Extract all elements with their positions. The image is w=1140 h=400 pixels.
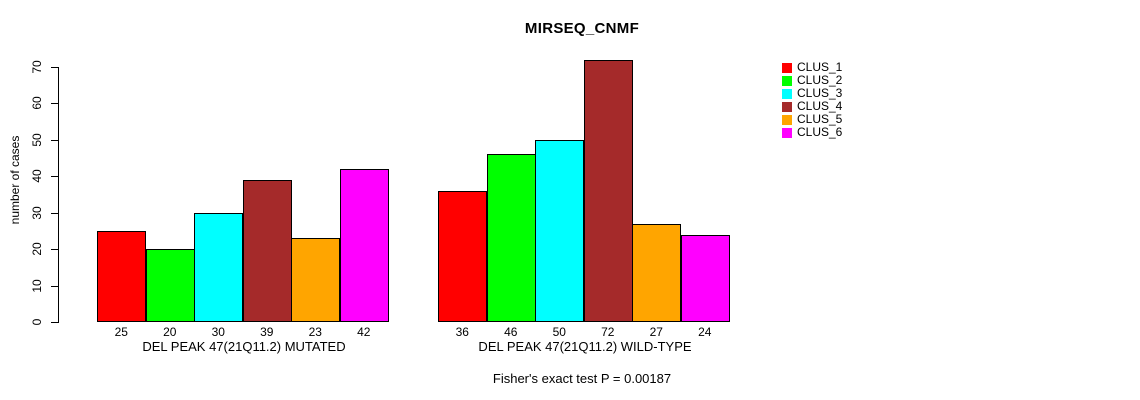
y-axis-tick-label: 40 (30, 169, 44, 183)
y-axis-tick-label: 20 (30, 242, 44, 256)
bar-clus_1 (97, 231, 146, 322)
legend-label: CLUS_2 (797, 73, 843, 87)
bar-value-label: 24 (698, 325, 712, 339)
bar-clus_1 (438, 191, 487, 322)
chart-title: MIRSEQ_CNMF (524, 20, 640, 37)
legend-row: CLUS_3 (782, 87, 842, 100)
bar-clus_5 (632, 224, 681, 322)
legend-swatch-icon (782, 75, 792, 86)
y-axis-tick (51, 322, 58, 323)
bar-value-label: 39 (260, 325, 274, 339)
bar-clus_4 (583, 60, 633, 322)
y-axis-tick (51, 213, 58, 214)
x-group-label-wildtype: DEL PEAK 47(21Q11.2) WILD-TYPE (478, 339, 692, 354)
legend-swatch-icon (782, 88, 792, 99)
y-axis-tick-label: 10 (30, 279, 44, 293)
bar-clus_2 (145, 249, 195, 322)
legend-row: CLUS_1 (782, 61, 842, 74)
bar-clus_5 (291, 238, 340, 322)
legend-label: CLUS_3 (797, 86, 843, 100)
bar-value-label: 23 (308, 325, 322, 339)
y-axis-tick-label: 0 (30, 318, 44, 326)
legend-label: CLUS_5 (797, 112, 843, 126)
legend-label: CLUS_1 (797, 60, 843, 74)
bar-value-label: 46 (504, 325, 518, 339)
bar-value-label: 72 (601, 325, 615, 339)
y-axis-tick (51, 67, 58, 68)
y-axis-line (58, 67, 59, 323)
legend-swatch-icon (782, 62, 792, 73)
y-axis-tick-label: 70 (30, 60, 44, 74)
bar-value-label: 20 (163, 325, 177, 339)
legend-row: CLUS_4 (782, 100, 842, 113)
legend-row: CLUS_2 (782, 74, 842, 87)
y-axis-tick (51, 103, 58, 104)
y-axis-tick (51, 176, 58, 177)
legend-row: CLUS_5 (782, 113, 842, 126)
bar-value-label: 42 (357, 325, 371, 339)
bar-clus_4 (242, 180, 292, 322)
y-axis-tick-label: 60 (30, 96, 44, 110)
legend-swatch-icon (782, 101, 792, 112)
legend-swatch-icon (782, 127, 792, 138)
bar-value-label: 30 (211, 325, 225, 339)
legend-label: CLUS_6 (797, 125, 843, 139)
legend-row: CLUS_6 (782, 126, 842, 139)
y-axis-tick (51, 140, 58, 141)
y-axis-tick (51, 249, 58, 250)
y-axis-label: number of cases (8, 135, 22, 225)
bar-value-label: 50 (552, 325, 566, 339)
bar-clus_3 (194, 213, 243, 322)
y-axis-tick-label: 50 (30, 133, 44, 147)
annotation-text: Fisher's exact test P = 0.00187 (492, 371, 672, 386)
bar-value-label: 25 (114, 325, 128, 339)
legend: CLUS_1 CLUS_2 CLUS_3 CLUS_4 CLUS_5 CLUS_6 (782, 61, 842, 139)
x-group-label-mutated: DEL PEAK 47(21Q11.2) MUTATED (142, 339, 346, 354)
legend-swatch-icon (782, 114, 792, 125)
bar-clus_6 (680, 235, 730, 322)
y-axis-tick-label: 30 (30, 206, 44, 220)
bar-clus_2 (486, 154, 536, 322)
legend-label: CLUS_4 (797, 99, 843, 113)
y-axis-tick (51, 286, 58, 287)
bar-clus_6 (339, 169, 389, 322)
bar-value-label: 36 (455, 325, 469, 339)
bar-clus_3 (535, 140, 584, 322)
bar-value-label: 27 (649, 325, 663, 339)
